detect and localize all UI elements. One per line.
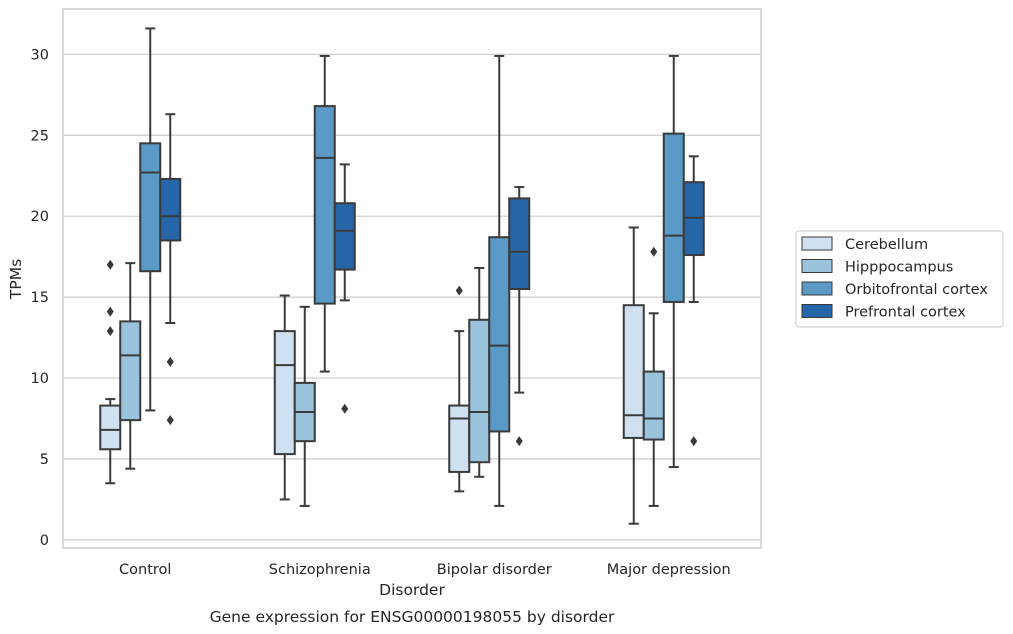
box-orbitofrontal-cortex: [488, 54, 511, 507]
legend: Cerebellum Hipppocampus Orbitofrontal cort…: [795, 230, 1004, 328]
box-prefrontal-cortex: [333, 163, 356, 414]
x-tick-labels: Control Schizophrenia Bipolar disorder Majo…: [119, 562, 731, 578]
y-tick-label: 5: [40, 452, 49, 468]
plot-area-frame: [62, 8, 762, 549]
box-prefrontal-cortex: [508, 186, 531, 447]
box-prefrontal-cortex: [682, 155, 705, 447]
iqr-box: [448, 404, 471, 473]
outlier-point: [166, 356, 174, 367]
y-tick-label: 0: [40, 533, 49, 549]
chart-title: Gene expression for ENSG00000198055 by d…: [210, 608, 615, 626]
box-hipppocampus: [293, 305, 316, 507]
iqr-box: [662, 132, 685, 303]
box-cerebellum: [99, 259, 122, 485]
iqr-box: [159, 177, 182, 242]
legend-swatch: [801, 304, 833, 318]
legend-label: Hipppocampus: [845, 260, 953, 276]
y-tick-label: 25: [31, 128, 49, 144]
x-tick-label: Control: [119, 562, 171, 578]
box-hipppocampus: [468, 266, 491, 478]
iqr-box: [313, 105, 336, 305]
box-cerebellum: [622, 226, 645, 525]
legend-swatch: [801, 259, 833, 273]
y-tick-labels: 0 5 10 15 20 25 30: [31, 47, 49, 549]
outlier-point: [106, 306, 114, 317]
outlier-point: [650, 246, 658, 257]
boxes: [99, 27, 705, 525]
y-tick-label: 10: [31, 371, 49, 387]
outlier-point: [106, 259, 114, 270]
iqr-box: [642, 370, 665, 441]
iqr-box: [139, 142, 162, 273]
iqr-box: [119, 320, 142, 422]
y-tick-label: 20: [31, 209, 49, 225]
y-axis-title: TPMs: [7, 259, 25, 300]
legend-label: Cerebellum: [845, 237, 928, 253]
legend-label: Orbitofrontal cortex: [845, 282, 988, 298]
iqr-box: [468, 318, 491, 464]
y-tick-label: 15: [31, 290, 49, 306]
box-cerebellum: [273, 294, 296, 501]
iqr-box: [622, 304, 645, 439]
outlier-point: [690, 436, 698, 447]
iqr-box: [488, 236, 511, 433]
box-orbitofrontal-cortex: [139, 27, 162, 412]
box-prefrontal-cortex: [159, 113, 182, 426]
box-orbitofrontal-cortex: [662, 54, 685, 469]
x-tick-label: Major depression: [607, 562, 731, 578]
grid-lines: [63, 53, 761, 541]
box-cerebellum: [448, 285, 471, 493]
box-hipppocampus: [119, 262, 142, 470]
iqr-box: [508, 197, 531, 291]
x-axis-title: Disorder: [379, 581, 445, 599]
x-tick-label: Bipolar disorder: [437, 562, 552, 578]
y-tick-label: 30: [31, 47, 49, 63]
legend-swatch: [801, 281, 833, 296]
outlier-point: [106, 326, 114, 337]
outlier-point: [166, 415, 174, 426]
legend-label: Prefrontal cortex: [845, 305, 966, 321]
legend-swatch: [801, 236, 833, 251]
iqr-box: [273, 330, 296, 456]
box-hipppocampus: [642, 246, 665, 507]
outlier-point: [515, 436, 523, 447]
iqr-box: [333, 202, 356, 271]
box-orbitofrontal-cortex: [313, 54, 336, 373]
iqr-box: [99, 404, 122, 451]
legend-frame: [795, 230, 1004, 328]
outlier-point: [341, 403, 349, 414]
outlier-point: [455, 285, 463, 296]
x-tick-label: Schizophrenia: [269, 562, 371, 578]
